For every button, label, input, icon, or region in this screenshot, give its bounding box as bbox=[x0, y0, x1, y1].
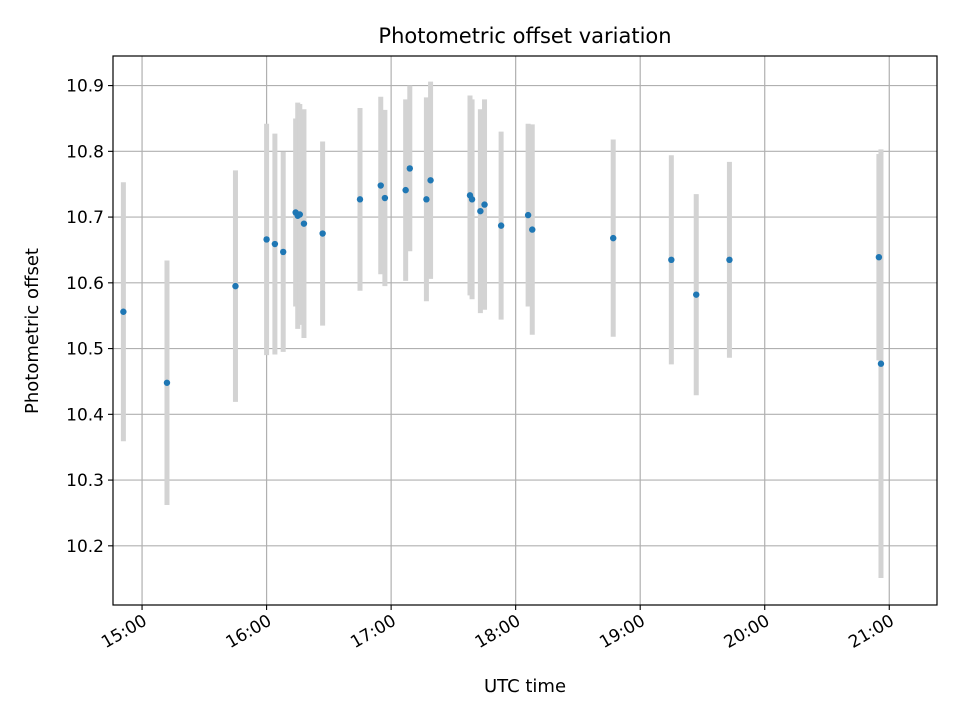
y-tick-label: 10.7 bbox=[66, 208, 104, 228]
y-tick-label: 10.5 bbox=[66, 340, 104, 360]
data-point bbox=[402, 186, 409, 194]
y-tick-label: 10.4 bbox=[66, 405, 104, 425]
data-point bbox=[319, 230, 326, 237]
y-tick-label: 10.8 bbox=[66, 142, 104, 162]
data-point bbox=[497, 222, 505, 229]
y-tick-label: 10.6 bbox=[66, 274, 104, 294]
data-point bbox=[875, 253, 883, 261]
data-point bbox=[693, 291, 700, 298]
data-point bbox=[300, 220, 308, 227]
y-tick-label: 10.9 bbox=[66, 77, 104, 97]
y-axis-ticks: 10.2 10.3 10.4 10.5 10.6 10.7 10.8 10.9 bbox=[66, 77, 113, 557]
chart-title: Photometric offset variation bbox=[378, 24, 671, 48]
data-point bbox=[120, 308, 127, 315]
data-point bbox=[271, 240, 279, 248]
data-point bbox=[232, 282, 239, 290]
data-point bbox=[406, 165, 414, 172]
data-point bbox=[423, 196, 430, 203]
data-point bbox=[726, 256, 733, 264]
data-points bbox=[120, 165, 885, 386]
x-axis-label: UTC time bbox=[484, 676, 566, 697]
data-point bbox=[296, 211, 304, 218]
y-axis-label: Photometric offset bbox=[22, 248, 43, 414]
data-point bbox=[468, 196, 476, 203]
data-point bbox=[477, 207, 484, 215]
plot-background bbox=[113, 56, 937, 605]
data-point bbox=[356, 196, 364, 203]
grid bbox=[113, 56, 937, 605]
data-point bbox=[263, 236, 270, 243]
data-point bbox=[481, 201, 488, 208]
data-point bbox=[877, 360, 885, 367]
data-point bbox=[610, 234, 617, 242]
y-tick-label: 10.2 bbox=[66, 537, 104, 557]
data-point bbox=[163, 379, 171, 386]
y-tick-label: 10.3 bbox=[66, 471, 104, 491]
data-point bbox=[377, 182, 384, 189]
plot-frame bbox=[112, 55, 938, 606]
data-point bbox=[381, 194, 389, 202]
data-point bbox=[279, 248, 287, 256]
data-point bbox=[668, 256, 675, 264]
data-point bbox=[524, 211, 532, 219]
data-point bbox=[427, 177, 434, 184]
data-point bbox=[529, 226, 536, 233]
